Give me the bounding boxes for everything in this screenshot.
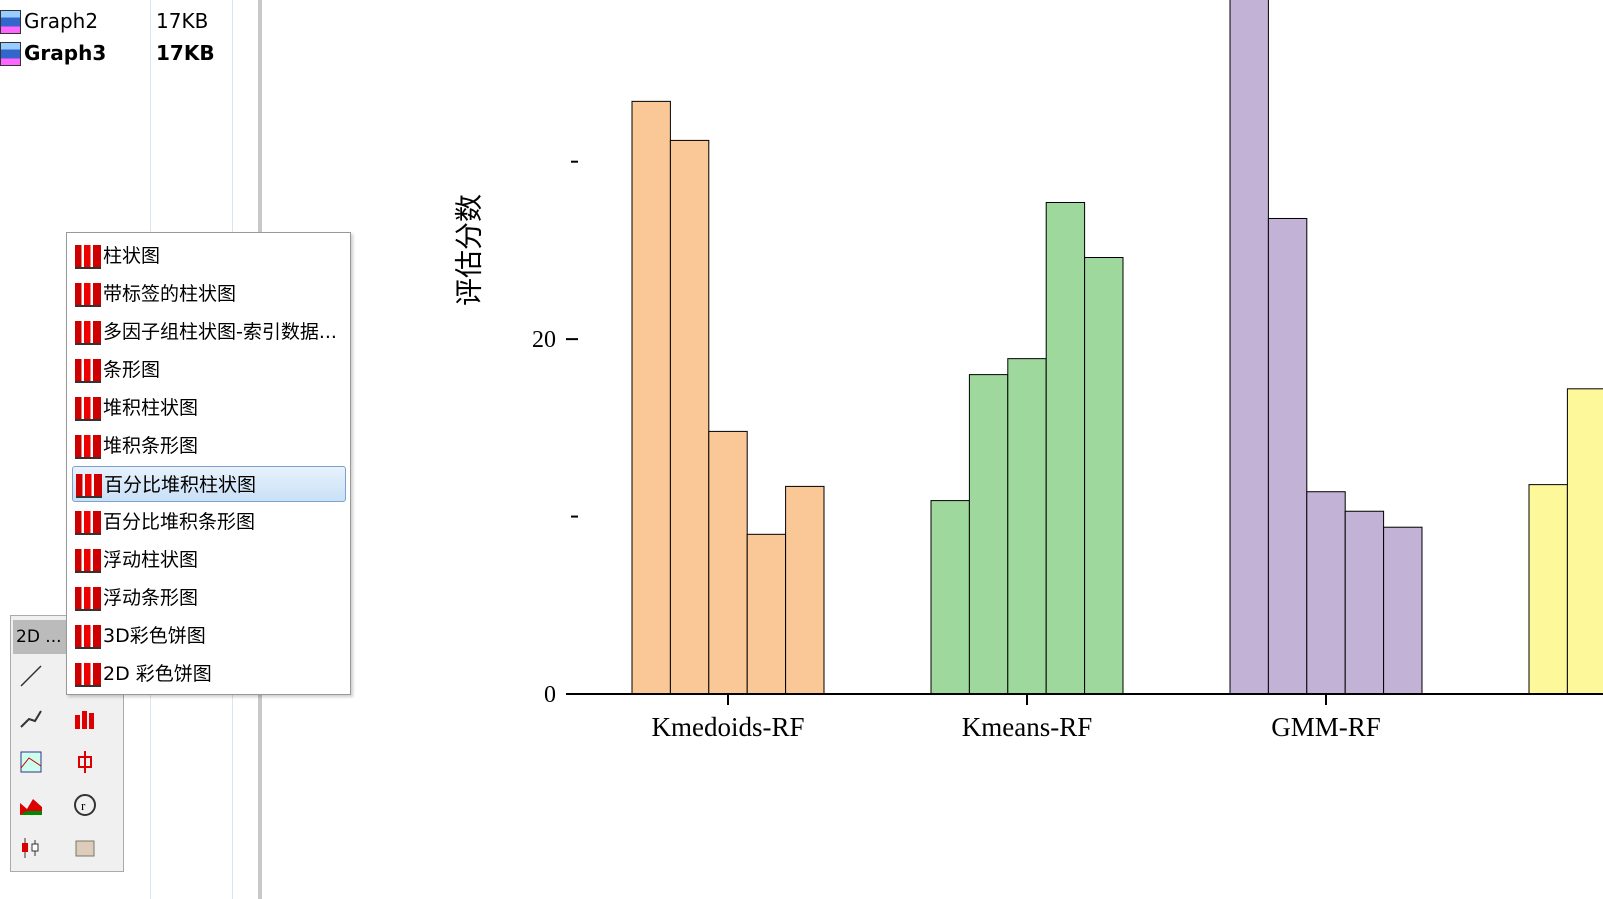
y-tick-label: 20 [532,327,556,353]
x-tick-label: Kmeans-RF [962,712,1093,742]
file-size: 17KB [156,9,209,33]
bar [1528,484,1568,695]
file-row[interactable]: Graph2 17KB [0,7,240,37]
menu-icon [76,474,102,498]
menu-item[interactable]: 2D 彩色饼图 [72,656,346,692]
graph-icon [0,42,21,66]
polar-tool[interactable]: r [73,793,97,817]
menu-icon [75,397,101,421]
svg-text:r: r [81,798,86,813]
menu-icon [75,283,101,307]
menu-item[interactable]: 浮动柱状图 [72,542,346,578]
menu-item-label: 堆积柱状图 [103,397,199,419]
menu-item[interactable]: 堆积条形图 [72,428,346,464]
menu-item[interactable]: 柱状图 [72,238,346,274]
toolbar: 2D ... r [10,615,124,872]
bar [746,533,787,695]
bar [1383,526,1423,695]
menu-icon [75,359,101,383]
menu-item-label: 2D 彩色饼图 [103,663,212,685]
menu-icon [75,321,101,345]
menu-item[interactable]: 百分比堆积条形图 [72,504,346,540]
line-tool[interactable] [19,664,43,688]
menu-item-label: 百分比堆积条形图 [103,511,256,533]
context-menu: 柱状图带标签的柱状图多因子组柱状图-索引数据... 条形图堆积柱状图堆积条形图百分… [66,232,351,695]
bar [1007,358,1047,695]
bar [1306,491,1346,695]
bar [1045,202,1086,695]
bar [1267,217,1308,695]
menu-item[interactable]: 多因子组柱状图-索引数据... [72,314,346,350]
bar [669,139,710,695]
menu-item[interactable]: 带标签的柱状图 [72,276,346,312]
bar [930,500,970,695]
menu-item-label: 浮动柱状图 [103,549,199,571]
bar [968,374,1009,695]
contour-tool[interactable] [19,750,43,774]
template-tool[interactable] [73,836,97,860]
menu-icon [75,549,101,573]
file-size: 17KB [156,41,215,65]
menu-item-label: 柱状图 [103,245,161,267]
box-tool[interactable] [73,750,97,774]
menu-item-label: 浮动条形图 [103,587,199,609]
menu-item[interactable]: 条形图 [72,352,346,388]
area-tool[interactable] [19,793,43,817]
menu-item[interactable]: 浮动条形图 [72,580,346,616]
bar [1566,388,1603,695]
menu-item-label: 带标签的柱状图 [103,283,237,305]
bar [1229,0,1269,695]
menu-item-label: 堆积条形图 [103,435,199,457]
bar [1344,510,1385,695]
menu-item[interactable]: 3D彩色饼图 [72,618,346,654]
x-tick-label: Kmedoids-RF [651,712,804,742]
menu-icon [75,663,101,687]
bar [785,485,825,695]
scatter-tool[interactable] [19,707,43,731]
menu-item-label: 条形图 [103,359,161,381]
bar-tool[interactable] [73,707,97,731]
x-tick-label: GMM-RF [1271,712,1381,742]
menu-icon [75,245,101,269]
file-name: Graph2 [24,9,99,33]
toolbar-label[interactable]: 2D ... [13,620,67,654]
menu-icon [75,587,101,611]
menu-item[interactable]: 堆积柱状图 [72,390,346,426]
bar [708,430,748,695]
menu-icon [75,435,101,459]
file-row[interactable]: Graph3 17KB [0,39,240,69]
menu-icon [75,625,101,649]
menu-item-label: 多因子组柱状图-索引数据... [103,321,337,343]
y-tick-label: 0 [544,682,556,708]
file-name: Graph3 [24,41,107,65]
bar [631,100,671,695]
menu-item[interactable]: 百分比堆积柱状图 [72,466,346,502]
menu-icon [75,511,101,535]
bar [1084,257,1124,695]
menu-item-label: 3D彩色饼图 [103,625,206,647]
y-axis-label: 评估分数 [453,194,485,306]
stock-tool[interactable] [19,836,43,860]
menu-item-label: 百分比堆积柱状图 [104,474,257,496]
graph-icon [0,10,21,34]
